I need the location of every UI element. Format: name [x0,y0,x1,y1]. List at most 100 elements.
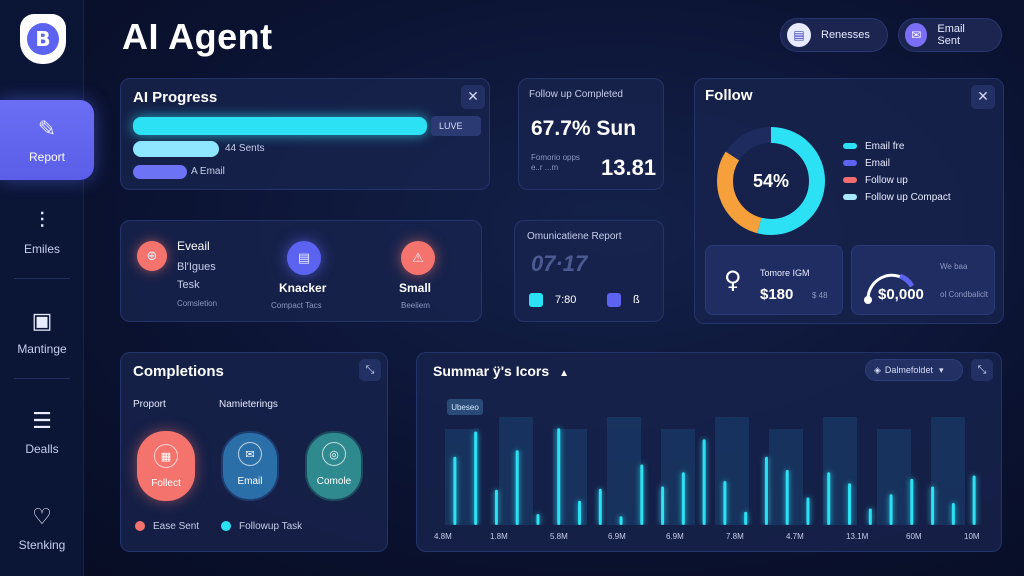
column-label: Namieterings [219,399,278,410]
chart-bar [744,511,748,525]
tasks-card: ⊕ Eveail Bl'Igues Tesk Comsletion ▤ Knac… [120,220,482,322]
sidebar-item-stenking[interactable]: ♡ Stenking [0,488,84,568]
sidebar-item-report[interactable]: ✎ Report [0,100,94,180]
stat-sub: $ 48 [812,291,828,300]
task-sub: Compact Tacs [271,301,322,310]
mail-icon: ✉ [238,442,262,466]
x-tick-label: 1.8M [490,532,508,541]
stat-value: $0,000 [878,286,924,303]
email-sent-button[interactable]: ✉ Email Sent [898,18,1002,52]
report-item: 7:80 [555,294,577,306]
sidebar-item-label: Mantinge [17,341,67,356]
followup-completed-card: Follow up Completed 67.7% Sun Fomorio op… [518,78,664,190]
chart-bar [598,488,602,525]
chart-bar [619,516,623,525]
inbox-icon: ▤ [787,23,811,47]
page-title: AI Agent [122,16,273,57]
app-logo[interactable]: B [20,14,66,64]
followup-value: 67.7% Sun [531,117,637,140]
gauge-icon [864,273,915,304]
collapse-icon[interactable]: ⤡ [359,359,381,381]
x-tick-label: 4.7M [786,532,804,541]
chart-bar [640,464,644,525]
legend-item: Ease Sent [135,521,199,532]
warning-icon[interactable]: ⚠ [401,241,435,275]
task-sub: Comsletion [177,299,218,308]
chart-bar [889,494,893,525]
document-icon: ▣ [31,308,53,334]
completions-card: Completions ⤡ Proport Namieterings ▦ Fol… [120,352,388,552]
email-task-icon[interactable]: ⊕ [137,241,167,271]
chevron-down-icon: ▾ [938,364,944,375]
sidebar-item-emiles[interactable]: ⫶ Emiles [0,192,84,272]
clipboard-icon: ▦ [154,444,178,468]
follow-legend: Email fre Email Follow up Follow up Comp… [843,141,993,203]
chart-bar [681,472,685,525]
tile-comole[interactable]: ◎ Comole [305,431,363,501]
x-tick-label: 13.1M [846,532,869,541]
sidebar-item-label: Dealls [25,441,59,456]
sidebar-divider [14,378,70,379]
followup-note: Fomorio opps e..r ...m [531,153,580,172]
chart-bar [931,486,935,525]
pill-label: Renesses [821,29,870,41]
lightbulb-icon: ♀ [724,266,742,294]
legend-item: Followup Task [221,521,302,532]
heart-icon: ♡ [32,504,52,530]
report-item: ß [633,294,640,306]
legend-item: Follow up [843,175,993,186]
report-card: Omunicatiene Report 07·17 7:80 ß [514,220,664,322]
tile-email[interactable]: ✉ Email [221,431,279,501]
task-title: Knacker [279,281,327,295]
ai-progress-card: AI Progress ✕ LUVE 44 Sents A Email [120,78,490,190]
sidebar-item-label: Report [28,149,66,164]
report-big-value: 07·17 [531,251,588,276]
mail-icon: ✉ [905,23,928,47]
expand-icon[interactable]: ⤡ [971,359,993,381]
summary-bar-chart [445,417,976,525]
task-sub: Tesk [177,279,200,291]
progress-bar-email [133,165,187,179]
progress-badge: LUVE [431,116,481,136]
card-title: Summar ÿ's Icors ▲ [433,363,569,379]
stat-card-webaa: We baa $0,000 ol Condbaliclt [851,245,995,315]
renesses-button[interactable]: ▤ Renesses [780,18,888,52]
sidebar-item-label: Stenking [18,537,66,552]
progress-label: 44 Sents [225,143,265,154]
progress-bar-main [133,117,427,135]
chart-bar [557,428,561,525]
tile-follect[interactable]: ▦ Follect [137,431,195,501]
list-icon: ☰ [32,408,52,434]
chart-bar [951,503,955,525]
chart-bar [536,514,540,525]
sidebar-item-dealls[interactable]: ☰ Dealls [0,392,84,472]
follow-card: Follow ✕ 54% Email fre Email Follow up F… [694,78,1004,324]
sidebar-item-mantinge[interactable]: ▣ Mantinge [0,292,84,372]
chart-bar [702,439,706,525]
chart-bar [515,450,519,525]
chart-bar [910,478,914,525]
x-tick-label: 60M [906,532,922,541]
chart-band [931,417,965,525]
chart-bar [578,500,581,525]
close-icon[interactable]: ✕ [461,85,485,109]
document-icon[interactable]: ▤ [287,241,321,275]
chart-bar [453,456,457,525]
card-title: AI Progress [133,89,218,106]
x-tick-label: 10M [964,532,980,541]
period-dropdown[interactable]: ◈ Dalmefoldet ▾ [865,359,963,381]
chart-band [715,417,749,525]
stat-card-tomore: ♀ Tomore IGM $180 $ 48 [705,245,843,315]
chart-bar [785,470,789,525]
x-tick-label: 5.8M [550,532,568,541]
sidebar-divider [14,278,70,279]
chart-bar [848,483,851,525]
task-sub: Beeliem [401,301,430,310]
chart-band [877,429,911,525]
logo-letter: B [27,23,59,55]
close-icon[interactable]: ✕ [971,85,995,109]
chart-bar [661,486,665,525]
x-tick-label: 6.9M [608,532,626,541]
chart-band [661,429,695,525]
task-title: Eveail [177,239,210,253]
